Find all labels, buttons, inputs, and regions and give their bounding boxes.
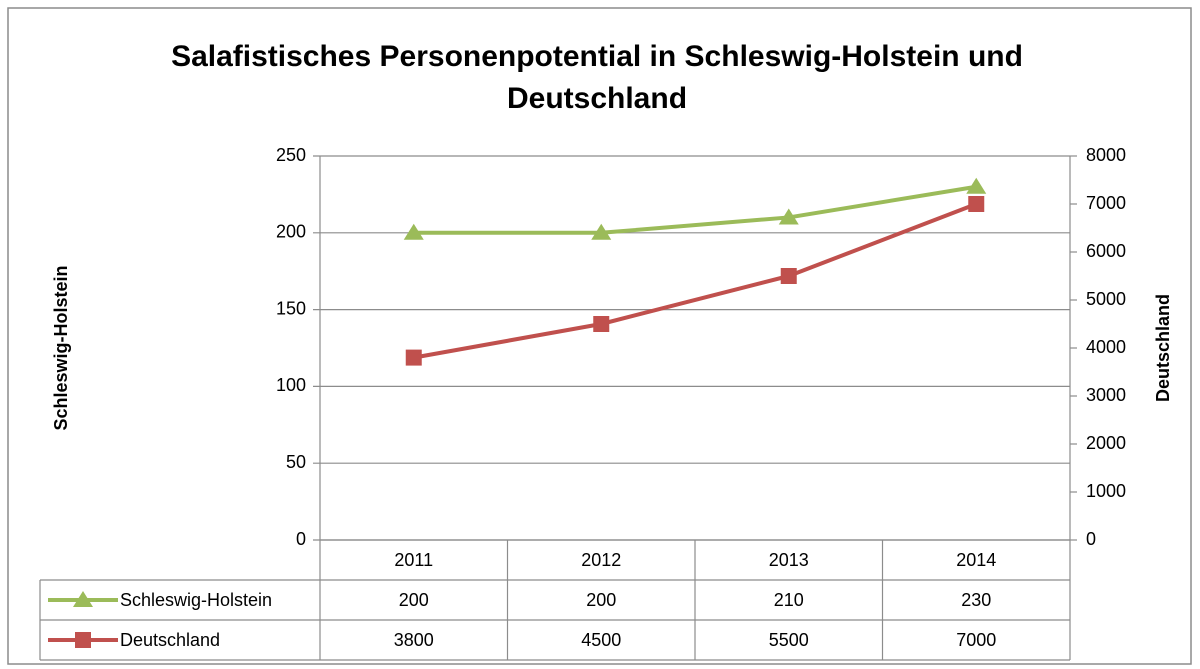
chart-title: Deutschland [507, 82, 687, 115]
data-point [405, 349, 422, 366]
y-tick-label: 0 [296, 529, 306, 549]
y2-tick-label: 4000 [1086, 337, 1126, 357]
data-point [403, 223, 424, 240]
table-value: 5500 [769, 630, 809, 650]
y2-tick-label: 7000 [1086, 193, 1126, 213]
legend-marker [73, 591, 93, 607]
data-point [593, 316, 610, 332]
table-value: 3800 [394, 630, 434, 650]
table-value: 200 [586, 590, 616, 610]
x-tick-label: 2012 [581, 550, 621, 570]
data-point [780, 268, 797, 284]
y-tick-label: 100 [276, 375, 306, 395]
series-line [413, 184, 977, 235]
chart-border [7, 7, 1192, 665]
table-value: 4500 [581, 630, 621, 650]
table-value: 200 [399, 590, 429, 610]
y-tick-label: 200 [276, 222, 306, 242]
y-tick-label: 150 [276, 298, 306, 318]
series-line [413, 202, 977, 360]
legend-label: Deutschland [120, 630, 220, 650]
x-tick-label: 2011 [394, 550, 433, 570]
data-point [778, 208, 799, 225]
y2-tick-label: 0 [1086, 529, 1096, 549]
y-tick-label: 250 [276, 145, 306, 165]
y2-axis-label: Deutschland [1153, 294, 1173, 402]
data-point [591, 223, 612, 240]
y-tick-label: 50 [286, 452, 306, 472]
data-point [968, 196, 985, 212]
legend-marker [75, 632, 91, 648]
y2-tick-label: 2000 [1086, 433, 1126, 453]
x-tick-label: 2013 [769, 550, 809, 570]
table-value: 230 [961, 590, 991, 610]
y2-tick-label: 8000 [1086, 145, 1126, 165]
chart-title: Salafistisches Personenpotential in Schl… [171, 40, 1023, 73]
table-value: 7000 [956, 630, 996, 650]
x-tick-label: 2014 [956, 550, 996, 570]
table-value: 210 [774, 590, 804, 610]
data-point [966, 177, 987, 194]
y2-tick-label: 1000 [1086, 481, 1126, 501]
legend-label: Schleswig-Holstein [120, 590, 272, 610]
y-axis-label: Schleswig-Holstein [51, 265, 71, 430]
y2-tick-label: 6000 [1086, 241, 1126, 261]
y2-tick-label: 5000 [1086, 289, 1126, 309]
y2-tick-label: 3000 [1086, 385, 1126, 405]
